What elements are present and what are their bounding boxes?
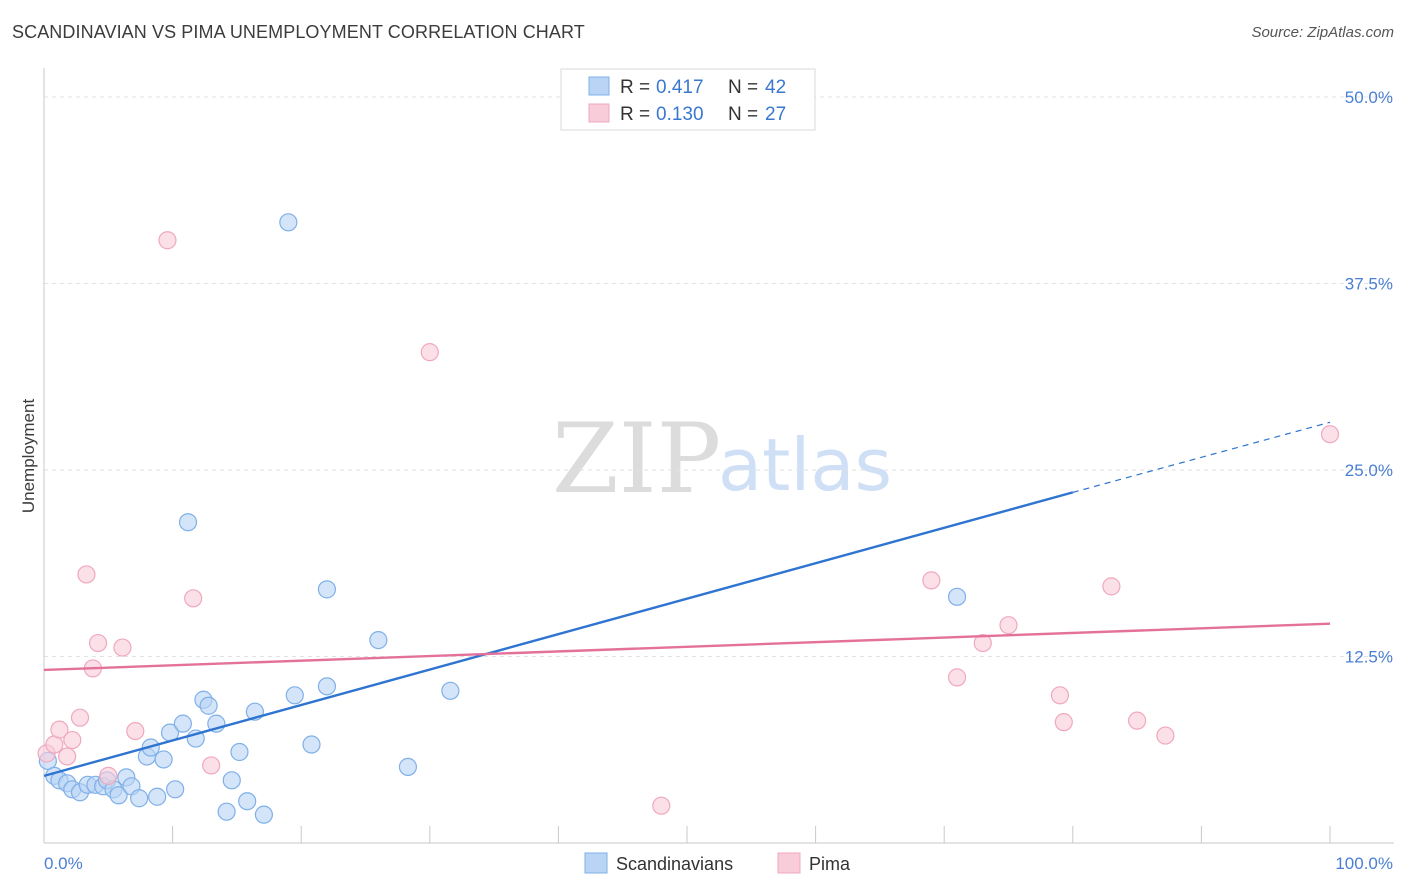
scandinavian-point: [222, 771, 241, 790]
data-points: [37, 213, 1340, 824]
pima-point: [158, 231, 177, 250]
scandinavian-point: [148, 787, 167, 806]
legend-r-label-2: R =: [620, 104, 650, 125]
scandinavian-point: [254, 805, 274, 824]
legend-n-value-2: 27: [765, 104, 786, 125]
scandinavian-point: [166, 780, 185, 799]
scandinavian-point: [230, 742, 249, 762]
y-tick-label: 37.5%: [1345, 275, 1393, 294]
scandinavian-point: [398, 757, 418, 777]
scandinavian-trend-extension: [1072, 421, 1331, 493]
pima-point: [50, 720, 69, 739]
pima-point: [420, 343, 439, 362]
legend-r-label-1: R =: [620, 77, 650, 98]
scandinavian-point: [130, 789, 149, 808]
chart-title: SCANDINAVIAN VS PIMA UNEMPLOYMENT CORREL…: [12, 22, 585, 42]
pima-point: [973, 633, 992, 653]
series-legend-label-pima: Pima: [809, 854, 851, 874]
y-axis-title: Unemployment: [19, 399, 38, 514]
axes: [43, 68, 1394, 844]
scandinavian-point: [441, 681, 460, 700]
stats-legend: R = 0.417 N = 42 R = 0.130 N = 27: [560, 68, 816, 131]
pima-point: [652, 796, 671, 815]
trend-lines: [43, 421, 1331, 778]
scandinavian-point: [199, 696, 218, 715]
pima-point: [922, 571, 941, 590]
series-legend-swatch-scandinavians: [584, 852, 608, 874]
scandinavian-point: [369, 630, 388, 650]
legend-swatch-pima: [588, 103, 610, 123]
pima-point: [202, 756, 221, 775]
pima-point: [1050, 686, 1070, 705]
watermark: ZIP atlas: [552, 403, 892, 515]
pima-point: [70, 708, 90, 727]
scandinavian-trend-line: [43, 491, 1074, 778]
legend-n-label-2: N =: [728, 104, 758, 125]
scandinavian-point: [109, 786, 128, 805]
pima-point: [77, 565, 96, 584]
source-label: Source: ZipAtlas.com: [1251, 24, 1394, 41]
series-legend-label-scandinavians: Scandinavians: [616, 854, 733, 874]
y-tick-label: 50.0%: [1345, 88, 1393, 107]
scandinavian-point: [217, 802, 236, 821]
scandinavian-point: [947, 587, 967, 606]
x-tick-label-max: 100.0%: [1335, 854, 1393, 873]
scandinavian-point: [279, 213, 298, 232]
series-pima-points: [37, 231, 1340, 815]
scandinavian-point: [238, 792, 257, 811]
x-ticks: [43, 826, 1331, 843]
gridlines: [44, 96, 1394, 657]
pima-point: [1054, 713, 1073, 732]
y-tick-label: 25.0%: [1345, 461, 1393, 480]
pima-point: [184, 589, 203, 608]
watermark-atlas: atlas: [718, 423, 892, 507]
watermark-zip: ZIP: [552, 403, 721, 515]
legend-n-label-1: N =: [728, 77, 758, 98]
x-tick-label-min: 0.0%: [44, 854, 83, 873]
pima-point: [1320, 425, 1340, 444]
y-tick-label: 12.5%: [1345, 648, 1393, 667]
pima-point: [999, 616, 1018, 635]
pima-point: [1127, 711, 1147, 730]
series-legend: Scandinavians Pima: [584, 852, 851, 874]
legend-swatch-scandinavians: [588, 76, 610, 96]
scandinavian-point: [317, 677, 337, 696]
series-scandinavians-points: [38, 213, 967, 824]
y-tick-labels: 12.5% 25.0% 37.5% 50.0%: [1345, 88, 1393, 667]
pima-point: [88, 633, 108, 653]
scandinavian-point: [154, 750, 173, 769]
pima-point: [1156, 726, 1175, 745]
legend-n-value-1: 42: [765, 77, 786, 98]
scandinavian-point: [173, 714, 192, 733]
pima-trend-line: [43, 622, 1331, 672]
series-legend-swatch-pima: [777, 852, 801, 874]
pima-point: [126, 721, 145, 741]
scandinavian-point: [302, 735, 321, 754]
scandinavian-point: [317, 580, 337, 599]
pima-point: [58, 747, 77, 766]
scandinavian-point: [285, 686, 304, 705]
legend-r-value-1: 0.417: [656, 77, 704, 98]
pima-point: [947, 668, 967, 687]
legend-r-value-2: 0.130: [656, 104, 704, 125]
pima-point: [99, 766, 118, 785]
scandinavian-point: [178, 513, 198, 532]
pima-point: [113, 638, 132, 657]
pima-point: [1102, 577, 1121, 596]
pima-point: [63, 730, 82, 750]
